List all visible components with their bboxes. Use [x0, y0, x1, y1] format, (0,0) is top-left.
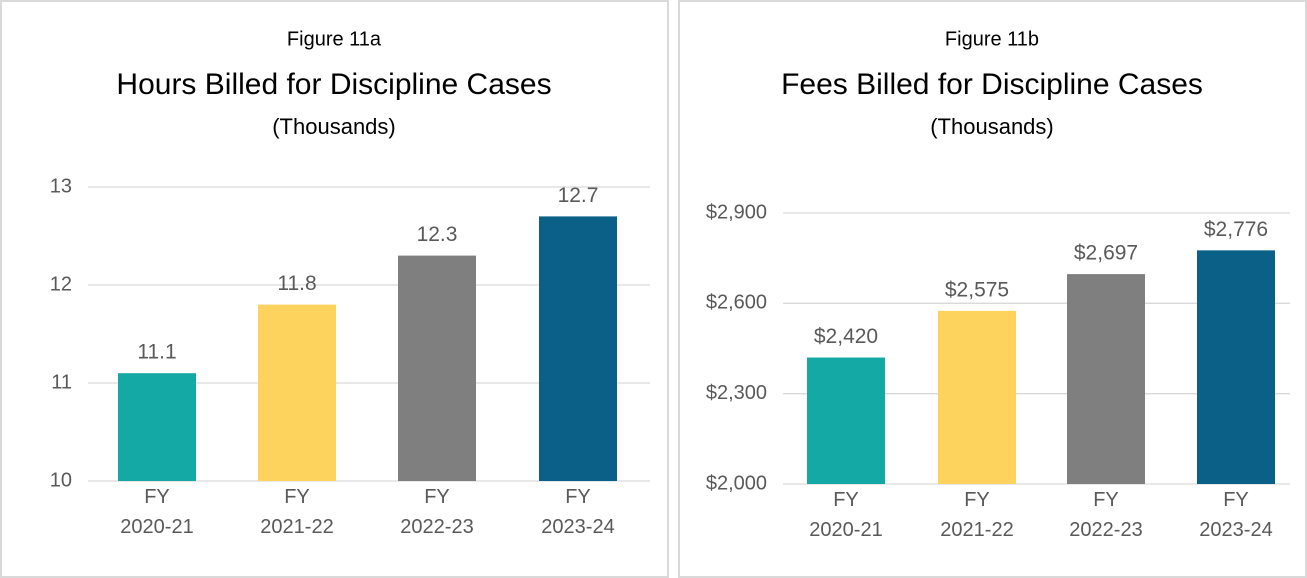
- y-tick-label: 11: [51, 371, 72, 393]
- bar: [258, 304, 336, 481]
- bar: [1067, 274, 1145, 484]
- y-tick-label: $2,900: [706, 201, 767, 223]
- x-tick-label: FY 2023-24: [541, 486, 614, 538]
- y-tick-label: $2,000: [706, 472, 767, 494]
- x-tick-label: FY 2022-23: [400, 486, 473, 538]
- bar: [1197, 250, 1275, 484]
- data-label: $2,420: [814, 325, 878, 348]
- figure-label: Figure 11b: [945, 28, 1039, 50]
- x-tick-label: FY 2021-22: [940, 489, 1013, 541]
- bar: [807, 357, 885, 484]
- data-label: 11.1: [137, 341, 176, 364]
- data-label: $2,776: [1204, 218, 1268, 241]
- x-tick-label: FY 2021-22: [260, 486, 333, 538]
- x-tick-label: FY 2020-21: [120, 486, 193, 538]
- x-tick-label: FY 2020-21: [809, 489, 882, 541]
- data-label: 12.7: [558, 184, 599, 207]
- x-tick-label: FY 2023-24: [1199, 489, 1272, 541]
- figure-label: Figure 11a: [287, 28, 382, 50]
- bar: [398, 255, 476, 481]
- unit-note: (Thousands): [930, 114, 1054, 139]
- data-label: $2,575: [945, 278, 1009, 301]
- y-tick-label: $2,600: [706, 292, 767, 314]
- bar: [539, 216, 617, 481]
- data-label: $2,697: [1074, 242, 1138, 265]
- x-tick-label: FY 2022-23: [1069, 489, 1142, 541]
- data-label: 12.3: [417, 223, 458, 246]
- chart-title: Hours Billed for Discipline Cases: [116, 68, 551, 101]
- chart-title: Fees Billed for Discipline Cases: [781, 68, 1203, 101]
- y-tick-label: $2,300: [706, 382, 767, 404]
- bar: [938, 310, 1016, 484]
- data-label: 11.8: [277, 272, 316, 295]
- bar: [118, 373, 196, 481]
- y-tick-label: 10: [50, 469, 72, 491]
- y-tick-label: 12: [50, 273, 72, 295]
- unit-note: (Thousands): [272, 114, 396, 139]
- y-tick-label: 13: [50, 175, 72, 197]
